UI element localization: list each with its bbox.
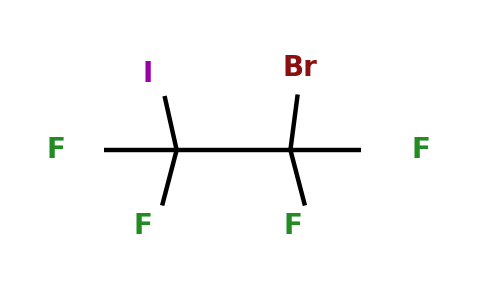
Text: F: F: [134, 212, 152, 241]
Text: Br: Br: [283, 53, 318, 82]
Text: F: F: [412, 136, 430, 164]
Text: I: I: [142, 59, 153, 88]
Text: F: F: [284, 212, 302, 241]
Text: F: F: [46, 136, 65, 164]
